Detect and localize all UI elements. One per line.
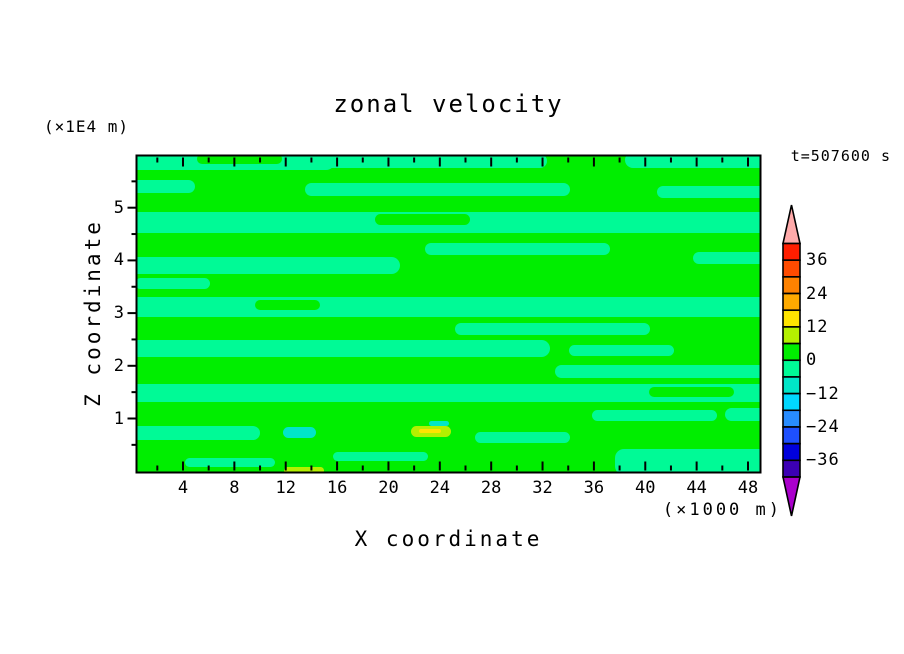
x-axis-unit-label: (×1000 m) xyxy=(662,500,782,520)
colorbar-over-arrow xyxy=(782,204,801,245)
colorbar-segment xyxy=(782,359,801,378)
contour-streak xyxy=(625,156,760,168)
contour-streak xyxy=(569,345,674,356)
contour-streak xyxy=(649,387,734,397)
x-tick-label: 24 xyxy=(429,478,451,498)
contour-streak xyxy=(287,156,547,168)
x-tick-label: 32 xyxy=(532,478,553,498)
colorbar-label: 36 xyxy=(806,250,829,271)
x-tick-label: 48 xyxy=(737,478,759,498)
contour-streak xyxy=(333,452,428,461)
contour-streak xyxy=(592,410,717,421)
colorbar-segment xyxy=(782,292,801,312)
colorbar-segment xyxy=(782,276,801,295)
colorbar-segment xyxy=(782,442,801,462)
contour-streak xyxy=(425,243,610,255)
colorbar-segment xyxy=(782,459,801,478)
colorbar-segment xyxy=(782,376,801,395)
contour-streak xyxy=(725,408,760,421)
plot-title: zonal velocity xyxy=(333,90,564,118)
x-tick-label: 40 xyxy=(635,478,656,498)
x-tick-label: 28 xyxy=(480,478,502,498)
y-tick-label: 5 xyxy=(113,197,124,218)
contour-field xyxy=(137,156,760,472)
contour-streak xyxy=(305,183,570,196)
colorbar-label: 0 xyxy=(806,350,818,371)
colorbar-segment xyxy=(782,392,801,412)
contour-streak xyxy=(283,427,316,438)
x-tick-label: 4 xyxy=(177,478,189,498)
x-tick-label: 36 xyxy=(583,478,605,498)
x-tick-label: 8 xyxy=(229,478,240,498)
plot-frame xyxy=(135,154,762,474)
colorbar-segment xyxy=(782,342,801,362)
contour-streak xyxy=(137,257,400,274)
x-tick-label: 12 xyxy=(275,478,296,498)
contour-streak xyxy=(419,429,441,433)
contour-streak xyxy=(284,467,324,472)
colorbar-label: −24 xyxy=(806,416,840,437)
contour-streak xyxy=(429,421,449,426)
contour-streak xyxy=(375,214,470,225)
colorbar-segment xyxy=(782,409,801,428)
colorbar-label: 24 xyxy=(806,283,829,304)
contour-streak xyxy=(555,365,760,378)
y-tick-label: 1 xyxy=(113,408,124,429)
y-tick-label: 2 xyxy=(113,355,124,376)
contour-streak xyxy=(255,300,320,310)
x-axis-title: X coordinate xyxy=(354,527,543,551)
colorbar-segment xyxy=(782,309,801,328)
contour-streak xyxy=(693,252,760,264)
y-tick-label: 3 xyxy=(113,303,124,324)
colorbar-label: 12 xyxy=(806,316,829,337)
contour-streak xyxy=(137,180,195,193)
contour-streak xyxy=(137,297,760,317)
contour-streak xyxy=(137,340,550,357)
contour-streak xyxy=(475,432,570,443)
colorbar-segment xyxy=(782,326,801,345)
x-tick-label: 44 xyxy=(686,478,707,498)
x-tick-label: 16 xyxy=(326,478,348,498)
time-stamp-label: t=507600 s xyxy=(790,147,891,165)
y-axis-unit-label: (×1E4 m) xyxy=(44,117,130,136)
colorbar-label: −12 xyxy=(806,383,840,404)
contour-streak xyxy=(137,384,760,402)
contour-streak xyxy=(615,449,760,472)
x-tick-label: 20 xyxy=(378,478,399,498)
y-tick-label: 4 xyxy=(113,250,124,271)
contour-streak xyxy=(137,426,260,440)
colorbar-segment xyxy=(782,426,801,445)
contour-streak xyxy=(137,278,210,289)
contour-streak xyxy=(185,458,275,467)
colorbar-segment xyxy=(782,259,801,278)
contour-streak xyxy=(455,323,650,335)
colorbar-segment xyxy=(782,242,801,261)
colorbar-label: −36 xyxy=(806,450,840,471)
contour-streak xyxy=(657,186,760,198)
colorbar-under-arrow xyxy=(782,476,801,517)
